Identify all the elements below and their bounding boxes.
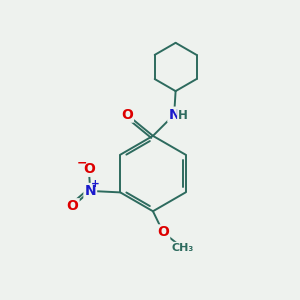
Text: O: O [121, 108, 133, 122]
Text: −: − [76, 157, 87, 169]
Text: O: O [83, 162, 95, 176]
Text: N: N [85, 184, 96, 198]
Text: N: N [168, 108, 180, 122]
Text: H: H [178, 109, 188, 122]
Text: O: O [157, 225, 169, 239]
Text: O: O [67, 199, 79, 213]
Text: +: + [91, 179, 100, 190]
Text: CH₃: CH₃ [171, 243, 194, 253]
